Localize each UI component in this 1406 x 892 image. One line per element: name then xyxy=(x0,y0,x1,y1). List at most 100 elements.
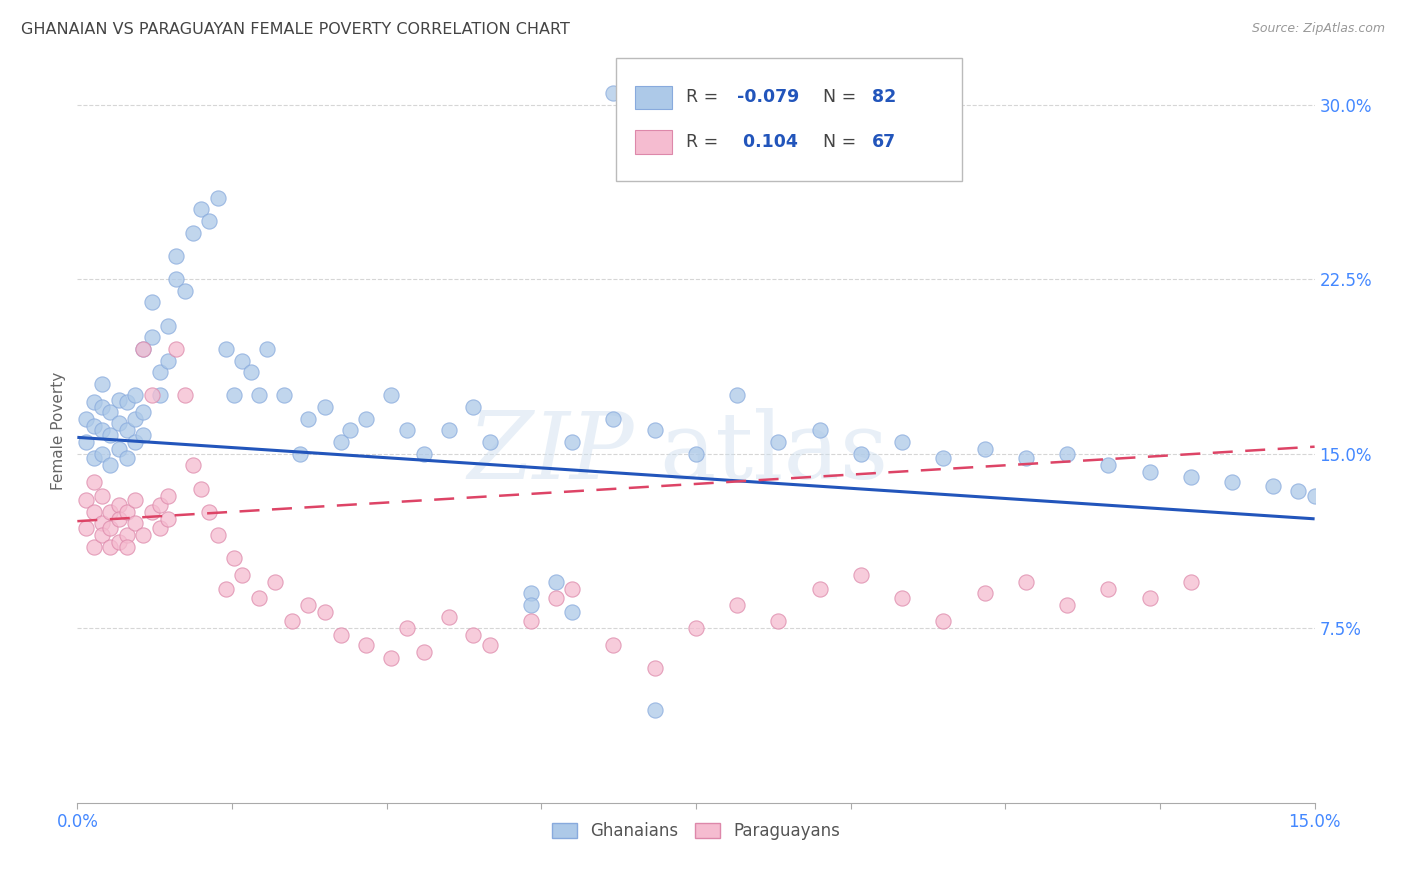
Point xyxy=(132,342,155,356)
Point xyxy=(115,423,138,437)
Legend: Ghanaians, Paraguayans: Ghanaians, Paraguayans xyxy=(544,814,848,848)
Point xyxy=(380,388,402,402)
Point xyxy=(1056,598,1078,612)
Point xyxy=(115,451,138,466)
Point xyxy=(463,628,485,642)
Point xyxy=(561,582,583,596)
Point xyxy=(1180,470,1202,484)
Point xyxy=(75,435,97,450)
Text: 67: 67 xyxy=(872,133,896,151)
Point xyxy=(190,482,212,496)
Point xyxy=(314,400,336,414)
FancyBboxPatch shape xyxy=(616,58,962,181)
Point xyxy=(98,428,121,442)
Point xyxy=(83,505,105,519)
Point xyxy=(725,598,748,612)
Text: -0.079: -0.079 xyxy=(737,88,799,106)
Point xyxy=(149,365,172,379)
Point xyxy=(239,365,262,379)
Point xyxy=(1139,465,1161,479)
Point xyxy=(644,661,666,675)
Point xyxy=(520,598,543,612)
Point xyxy=(132,528,155,542)
Point xyxy=(157,512,180,526)
Point xyxy=(75,411,97,425)
Point xyxy=(165,342,187,356)
Point xyxy=(107,417,129,431)
Point xyxy=(256,342,278,356)
Point xyxy=(222,551,245,566)
Point xyxy=(396,423,419,437)
Point xyxy=(849,447,872,461)
Point xyxy=(141,505,163,519)
Text: GHANAIAN VS PARAGUAYAN FEMALE POVERTY CORRELATION CHART: GHANAIAN VS PARAGUAYAN FEMALE POVERTY CO… xyxy=(21,22,569,37)
Point xyxy=(932,614,955,628)
FancyBboxPatch shape xyxy=(636,86,672,110)
Point xyxy=(478,638,501,652)
Point xyxy=(288,447,311,461)
Point xyxy=(222,388,245,402)
Point xyxy=(849,567,872,582)
Point xyxy=(91,447,114,461)
Point xyxy=(273,388,295,402)
Point xyxy=(685,621,707,635)
Point xyxy=(561,605,583,619)
Point xyxy=(107,512,129,526)
Point xyxy=(165,272,187,286)
Point xyxy=(75,521,97,535)
Point xyxy=(83,540,105,554)
Point xyxy=(412,447,434,461)
Point xyxy=(124,388,146,402)
Point xyxy=(297,598,319,612)
Point xyxy=(932,451,955,466)
Point xyxy=(124,435,146,450)
Text: Source: ZipAtlas.com: Source: ZipAtlas.com xyxy=(1251,22,1385,36)
Point xyxy=(98,505,121,519)
Point xyxy=(132,405,155,419)
Point xyxy=(1263,479,1285,493)
Point xyxy=(544,574,567,589)
Point xyxy=(725,388,748,402)
Point xyxy=(107,442,129,456)
Point xyxy=(198,505,221,519)
Point xyxy=(115,505,138,519)
Point xyxy=(412,644,434,658)
Point xyxy=(297,411,319,425)
Point xyxy=(644,703,666,717)
Point xyxy=(330,628,353,642)
Point xyxy=(181,458,204,473)
Point xyxy=(354,638,377,652)
Point xyxy=(107,535,129,549)
Point xyxy=(173,388,195,402)
Point xyxy=(1015,451,1038,466)
Point xyxy=(115,540,138,554)
Point xyxy=(149,498,172,512)
Point xyxy=(808,423,831,437)
Point xyxy=(463,400,485,414)
Point xyxy=(91,516,114,531)
Point xyxy=(141,388,163,402)
Point xyxy=(247,388,270,402)
Point xyxy=(115,528,138,542)
Point xyxy=(98,540,121,554)
Point xyxy=(768,435,790,450)
FancyBboxPatch shape xyxy=(636,130,672,154)
Point xyxy=(157,489,180,503)
Point xyxy=(98,458,121,473)
Text: 82: 82 xyxy=(872,88,896,106)
Point xyxy=(891,591,914,605)
Point xyxy=(478,435,501,450)
Point xyxy=(83,395,105,409)
Point xyxy=(973,586,995,600)
Text: N =: N = xyxy=(824,88,862,106)
Point xyxy=(602,86,624,100)
Point xyxy=(83,451,105,466)
Point xyxy=(339,423,361,437)
Point xyxy=(141,295,163,310)
Point xyxy=(132,428,155,442)
Point xyxy=(314,605,336,619)
Point xyxy=(141,330,163,344)
Point xyxy=(107,498,129,512)
Point xyxy=(602,411,624,425)
Point xyxy=(149,521,172,535)
